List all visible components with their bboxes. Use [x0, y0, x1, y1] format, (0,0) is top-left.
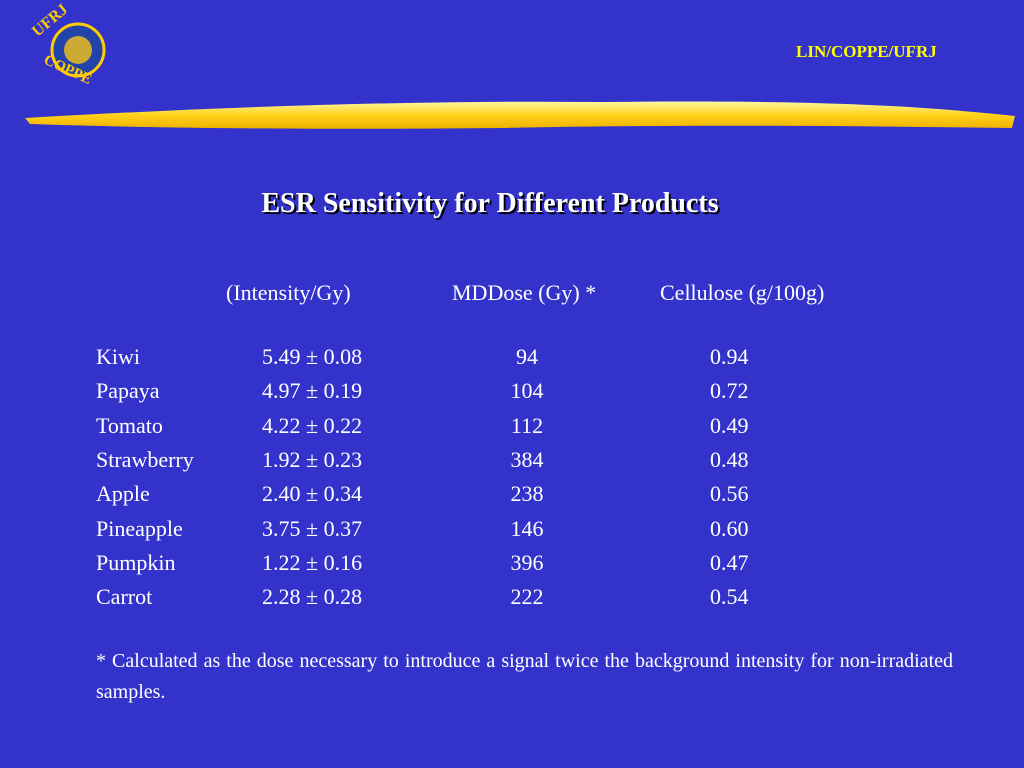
table-cell: 0.49 — [710, 412, 749, 438]
column-header: Cellulose (g/100g) — [660, 280, 825, 305]
decoration — [25, 22, 1015, 129]
table-cell: 3.75 ± 0.37 — [262, 515, 363, 541]
slide-title: ESR Sensitivity for Different Products — [261, 188, 719, 219]
organization: LIN/COPPE/UFRJ — [796, 42, 937, 61]
table-cell: 2.28 ± 0.28 — [262, 584, 363, 610]
table-cell: 0.60 — [710, 515, 749, 541]
table-cell: 0.48 — [710, 446, 749, 472]
table-cell: Apple — [96, 481, 150, 507]
table-cell: Kiwi — [96, 344, 140, 369]
column-header: MDDose (Gy) * — [452, 280, 597, 305]
table-cell: 0.54 — [710, 584, 749, 610]
table-cell: 0.72 — [710, 378, 749, 404]
table-cell: Papaya — [96, 378, 160, 404]
table-cell: 146 — [510, 515, 544, 541]
table-cell: 2.40 ± 0.34 — [262, 481, 363, 507]
table-cell: Strawberry — [96, 446, 194, 472]
table-cell: 1.92 ± 0.23 — [262, 446, 363, 472]
table-cell: 0.47 — [710, 549, 749, 575]
table-cell: 94 — [516, 344, 538, 369]
table-cell: 396 — [510, 549, 544, 575]
table-cell: 0.56 — [710, 481, 749, 507]
table-cell: 238 — [510, 481, 544, 507]
column-header: (Intensity/Gy) — [226, 280, 351, 305]
table-cell: 0.94 — [710, 344, 749, 369]
table-cell: 112 — [510, 412, 544, 438]
table-cell: 222 — [510, 584, 544, 610]
table-cell: 4.22 ± 0.22 — [262, 412, 363, 438]
table-cell: 4.97 ± 0.19 — [262, 378, 363, 404]
table-cell: Tomato — [96, 412, 163, 438]
table-cell: 384 — [510, 446, 544, 472]
table-cell: 104 — [510, 378, 544, 404]
table-cell: Carrot — [96, 584, 153, 610]
table-cell: 5.49 ± 0.08 — [262, 344, 363, 369]
logo-globe — [64, 36, 92, 64]
brush-stroke — [25, 101, 1015, 129]
table-cell: 1.22 ± 0.16 — [262, 549, 363, 575]
table-cell: Pumpkin — [96, 549, 176, 575]
footnote: * Calculated as the dose necessary to in… — [96, 650, 953, 703]
table-cell: Pineapple — [96, 515, 183, 541]
